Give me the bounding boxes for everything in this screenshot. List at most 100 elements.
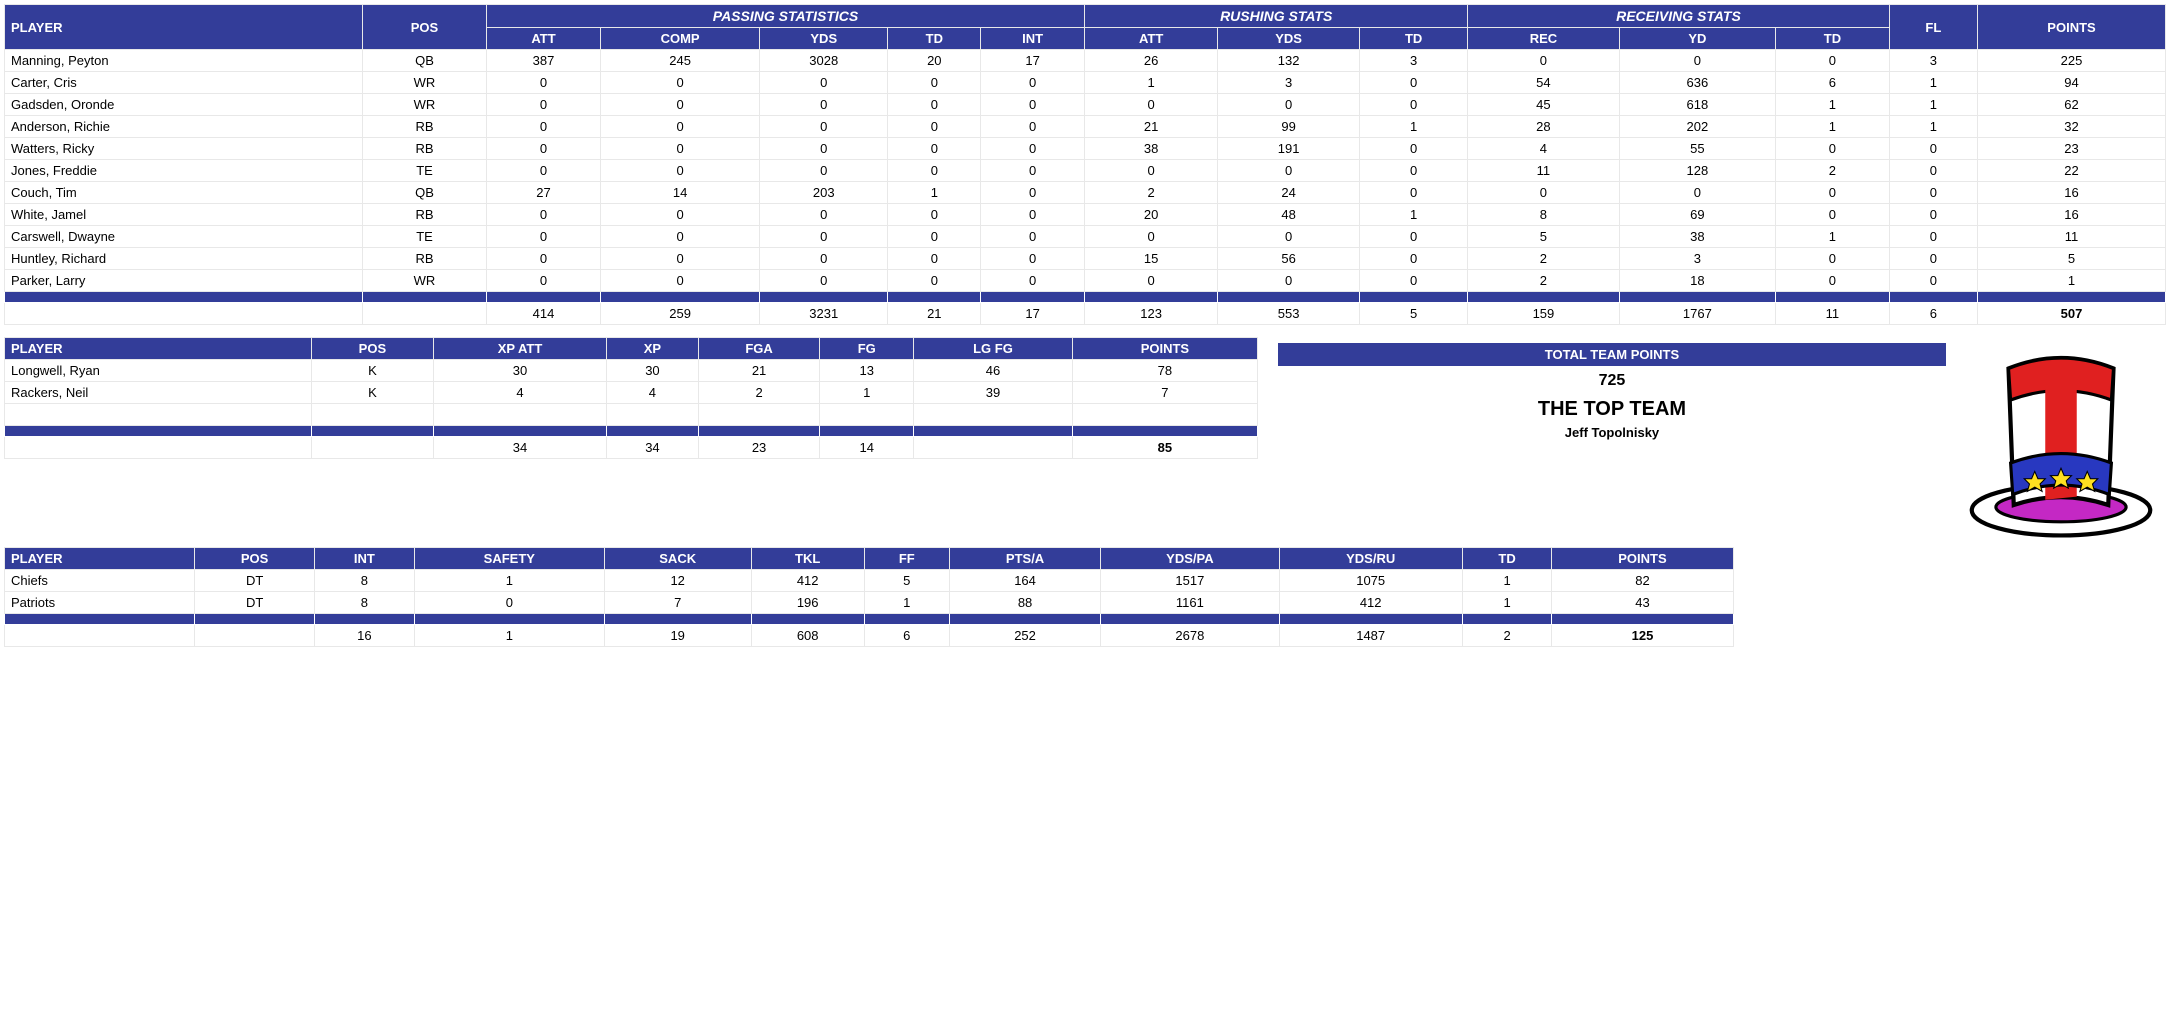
cell-value: 0 [1218, 160, 1360, 182]
col-pass-td: TD [888, 28, 981, 50]
cell-value: QB [363, 50, 487, 72]
cell-value: 0 [760, 94, 888, 116]
cell-total: 2678 [1101, 625, 1279, 647]
cell-value: 202 [1619, 116, 1776, 138]
cell-total: 6 [864, 625, 949, 647]
cell-value: TE [363, 226, 487, 248]
kcol-fg: FG [820, 338, 914, 360]
cell-player: Gadsden, Oronde [5, 94, 363, 116]
cell-value: 0 [888, 116, 981, 138]
summary-points: 725 [1278, 372, 1946, 390]
table-row: PatriotsDT8071961881161412143 [5, 592, 1734, 614]
cell-total [311, 437, 433, 459]
cell-value: 69 [1619, 204, 1776, 226]
cell-value: 0 [1085, 160, 1218, 182]
cell-player: Watters, Ricky [5, 138, 363, 160]
cell-total [363, 303, 487, 325]
cell-total: 3231 [760, 303, 888, 325]
cell-value: 0 [1360, 94, 1468, 116]
cell-value: 0 [981, 116, 1085, 138]
cell-value: 0 [981, 160, 1085, 182]
cell-value: 0 [1776, 50, 1889, 72]
cell-value: 0 [1360, 160, 1468, 182]
cell-value: WR [363, 270, 487, 292]
group-passing: PASSING STATISTICS [486, 5, 1084, 28]
col-rec-yd: YD [1619, 28, 1776, 50]
cell-value: 0 [1619, 50, 1776, 72]
dcol-ydsru: YDS/RU [1279, 548, 1462, 570]
totals-row: 3434231485 [5, 437, 1258, 459]
cell-value: 0 [1360, 182, 1468, 204]
cell-value: 0 [760, 72, 888, 94]
cell-value: 56 [1218, 248, 1360, 270]
cell-total: 1767 [1619, 303, 1776, 325]
cell-value: 8 [314, 592, 414, 614]
cell-value: 0 [601, 270, 760, 292]
cell-value: 43 [1552, 592, 1733, 614]
cell-value: 0 [1889, 182, 1977, 204]
cell-value: 0 [981, 94, 1085, 116]
cell-value: 0 [888, 226, 981, 248]
cell-value: RB [363, 248, 487, 270]
cell-value: 196 [751, 592, 864, 614]
dcol-int: INT [314, 548, 414, 570]
cell-value: 0 [486, 116, 600, 138]
cell-total: 34 [607, 437, 698, 459]
cell-value: TE [363, 160, 487, 182]
kcol-xp: XP [607, 338, 698, 360]
cell-value: 62 [1978, 94, 2166, 116]
cell-value: 0 [1776, 138, 1889, 160]
cell-value: 1 [864, 592, 949, 614]
cell-value: RB [363, 116, 487, 138]
cell-value: 4 [1468, 138, 1619, 160]
cell-value: 7 [604, 592, 751, 614]
cell-value: 0 [1360, 138, 1468, 160]
cell-value: 26 [1085, 50, 1218, 72]
col-pass-int: INT [981, 28, 1085, 50]
cell-player: Manning, Peyton [5, 50, 363, 72]
table-row: Anderson, RichieRB0000021991282021132 [5, 116, 2166, 138]
cell-value: 0 [486, 94, 600, 116]
cell-player: Rackers, Neil [5, 382, 312, 404]
cell-total: 1487 [1279, 625, 1462, 647]
cell-value: 0 [888, 94, 981, 116]
cell-value: RB [363, 138, 487, 160]
table-row: Longwell, RyanK303021134678 [5, 360, 1258, 382]
cell-value: 0 [486, 204, 600, 226]
cell-value: 0 [981, 72, 1085, 94]
table-row: Gadsden, OrondeWR00000000456181162 [5, 94, 2166, 116]
cell-value: 0 [981, 182, 1085, 204]
cell-total: 14 [820, 437, 914, 459]
cell-value: 0 [1776, 248, 1889, 270]
kcol-lgfg: LG FG [914, 338, 1073, 360]
cell-value: 0 [888, 72, 981, 94]
cell-value: 21 [698, 360, 820, 382]
table-row: Carter, CrisWR00000130546366194 [5, 72, 2166, 94]
cell-value: 412 [751, 570, 864, 592]
team-owner: Jeff Topolnisky [1278, 425, 1946, 440]
cell-value: 1517 [1101, 570, 1279, 592]
cell-value: 32 [1978, 116, 2166, 138]
cell-value: 0 [1889, 226, 1977, 248]
cell-value: 0 [601, 116, 760, 138]
dcol-player: PLAYER [5, 548, 195, 570]
dcol-tkl: TKL [751, 548, 864, 570]
cell-value: 6 [1776, 72, 1889, 94]
cell-value: WR [363, 94, 487, 116]
table-row: White, JamelRB00000204818690016 [5, 204, 2166, 226]
cell-value: 24 [1218, 182, 1360, 204]
cell-value: 48 [1218, 204, 1360, 226]
cell-value: 13 [820, 360, 914, 382]
group-receiving: RECEIVING STATS [1468, 5, 1889, 28]
cell-value: 0 [601, 248, 760, 270]
cell-value: 0 [1889, 138, 1977, 160]
dcol-ydspa: YDS/PA [1101, 548, 1279, 570]
col-pass-att: ATT [486, 28, 600, 50]
cell-player: Longwell, Ryan [5, 360, 312, 382]
cell-value: 16 [1978, 204, 2166, 226]
team-name: THE TOP TEAM [1278, 398, 1946, 421]
cell-value: 203 [760, 182, 888, 204]
cell-total: 17 [981, 303, 1085, 325]
cell-player: Carter, Cris [5, 72, 363, 94]
cell-total: 5 [1360, 303, 1468, 325]
